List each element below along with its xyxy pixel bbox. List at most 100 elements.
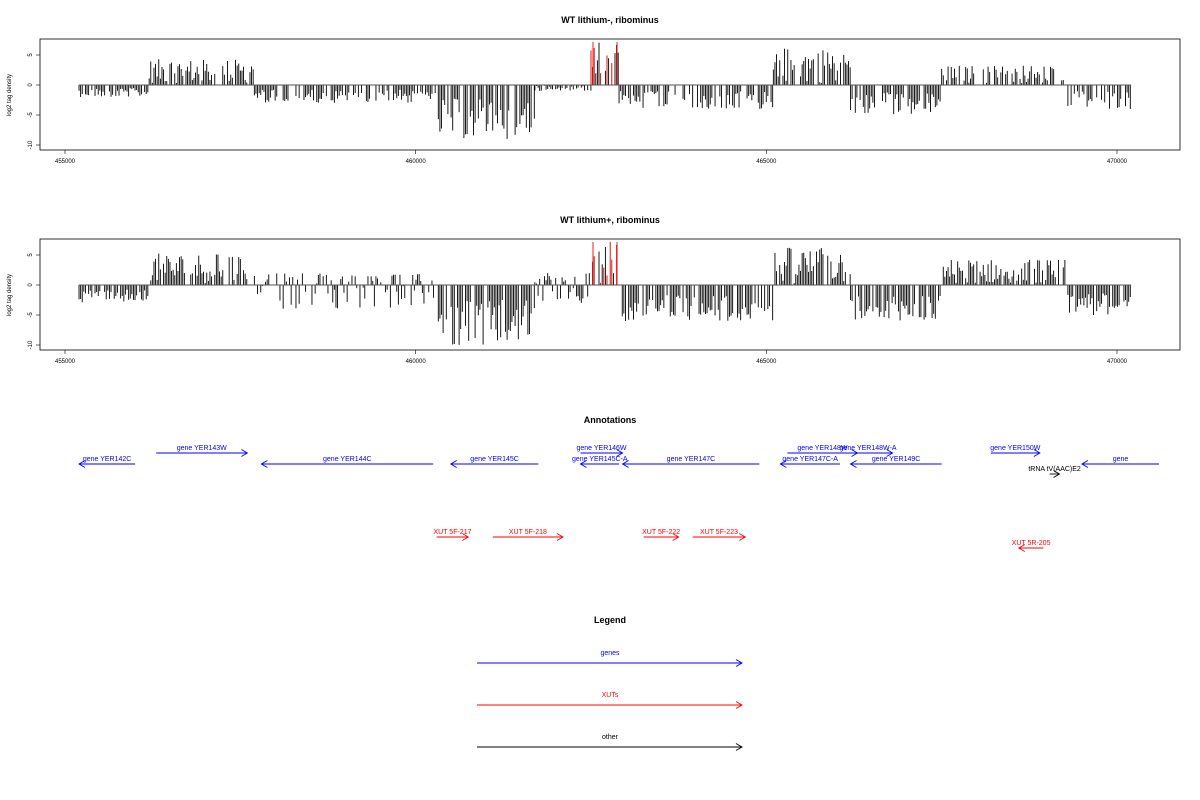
feature-label: gene YER150W <box>990 445 1040 452</box>
gene-feature: gene <box>1081 456 1160 468</box>
y-axis-label: log2 tag density <box>7 274 13 316</box>
legend-item-genes: genes <box>477 650 743 667</box>
feature-label: gene <box>1113 456 1129 463</box>
legend-item-other: other <box>477 734 743 751</box>
plot-frame <box>39 238 1181 351</box>
arrow-head <box>78 460 86 468</box>
legend-item-xuts: XUTs <box>477 692 743 709</box>
legend-label: XUTs <box>602 692 619 699</box>
legend-label: genes <box>600 650 620 657</box>
feature-label: gene YER149C <box>872 456 921 463</box>
feature-label: XUT 5R-205 <box>1012 540 1051 547</box>
panel-lithium-plus: WT lithium+, ribominus log2 tag density … <box>7 215 1181 365</box>
feature-label: gene YER147C <box>667 456 716 463</box>
panel-title: WT lithium+, ribominus <box>560 215 660 225</box>
arrow-head <box>241 449 249 457</box>
gene-feature: gene YER150W <box>990 445 1041 457</box>
legend-title: Legend <box>594 615 626 625</box>
xut-feature: XUT 5F-217 <box>433 529 472 541</box>
arrow-head <box>739 533 747 541</box>
x-tick-label: 455000 <box>55 159 76 165</box>
feature-label: XUT 5F-222 <box>642 529 680 536</box>
x-tick-label: 465000 <box>756 359 777 365</box>
gene-feature: gene YER144C <box>260 456 434 468</box>
x-tick-label: 470000 <box>1107 359 1128 365</box>
x-tick-label: 460000 <box>406 159 427 165</box>
x-tick-label: 470000 <box>1107 159 1128 165</box>
gene-feature: gene YER147C <box>621 456 760 468</box>
arrow-head <box>735 743 743 751</box>
legend-items: genes XUTs other <box>477 650 743 751</box>
y-tick-label: 0 <box>28 283 34 287</box>
arrow-head <box>849 460 857 468</box>
arrow-head <box>886 449 894 457</box>
feature-label: XUT 5F-223 <box>700 529 738 536</box>
feature-label: gene YER148W-A <box>840 445 897 452</box>
feature-label: gene YER142C <box>83 456 132 463</box>
feature-label: gene YER146W <box>576 445 626 452</box>
y-tick-label: 5 <box>28 253 34 257</box>
gene-feature: gene YER149C <box>849 456 942 468</box>
bars-group <box>78 42 1131 139</box>
gene-feature: gene YER143W <box>156 445 249 457</box>
arrow-head <box>579 460 587 468</box>
y-tick-label: -5 <box>28 312 34 318</box>
y-axis-label: log2 tag density <box>7 74 13 116</box>
gene-feature: gene YER142C <box>78 456 136 468</box>
y-tick-label: -10 <box>28 340 34 349</box>
x-tick-label: 460000 <box>406 359 427 365</box>
arrow-head <box>616 449 624 457</box>
arrow-head <box>621 460 629 468</box>
arrow-head <box>1053 470 1061 478</box>
gene-feature: gene YER145C <box>449 456 539 468</box>
annotations-title: Annotations <box>584 415 637 425</box>
legend-label: other <box>602 734 619 741</box>
arrow-head <box>735 659 743 667</box>
gene-feature: gene YER147C-A <box>779 456 840 468</box>
arrow-head <box>556 533 564 541</box>
x-axis: 455000 460000 465000 470000 <box>55 159 1128 165</box>
arrow-head <box>735 701 743 709</box>
feature-label: gene YER147C-A <box>782 456 838 463</box>
gene-feature: gene YER145C-A <box>572 456 628 468</box>
annotation-features: gene YER142C gene YER143W gene YER144C gene… <box>78 445 1160 552</box>
xut-feature: XUT 5F-223 <box>692 529 747 541</box>
plot-frame <box>39 38 1181 151</box>
bars-group <box>78 241 1131 345</box>
other-feature: tRNA tV(AAC)E2 <box>1028 466 1081 478</box>
arrow-head <box>779 460 787 468</box>
arrow-head <box>1033 449 1041 457</box>
panel-lithium-minus: WT lithium-, ribominus log2 tag density … <box>7 15 1181 165</box>
y-axis: 5 0 -5 -10 <box>28 53 34 150</box>
feature-label: tRNA tV(AAC)E2 <box>1028 466 1081 473</box>
arrow-head <box>1017 544 1026 552</box>
y-axis: 5 0 -5 -10 <box>28 253 34 350</box>
feature-label: gene YER144C <box>323 456 372 463</box>
arrow-head <box>1081 460 1089 468</box>
x-tick-label: 465000 <box>756 159 777 165</box>
x-tick-label: 455000 <box>55 359 76 365</box>
arrow-head <box>260 460 268 468</box>
panel-title: WT lithium-, ribominus <box>561 15 659 25</box>
gene-feature: gene YER148W-A <box>840 445 897 457</box>
y-tick-label: 5 <box>28 53 34 57</box>
y-tick-label: -5 <box>28 112 34 118</box>
x-axis: 455000 460000 465000 470000 <box>55 359 1128 365</box>
xut-feature: XUT 5R-205 <box>1012 540 1051 552</box>
feature-label: gene YER143W <box>177 445 227 452</box>
feature-label: gene YER145C <box>470 456 519 463</box>
gene-feature: gene YER146W <box>576 445 627 457</box>
xut-feature: XUT 5F-222 <box>642 529 680 541</box>
arrow-head <box>449 460 457 468</box>
arrow-head <box>672 533 680 541</box>
legend: Legend genes XUTs other <box>477 615 743 751</box>
feature-label: XUT 5F-218 <box>509 529 547 536</box>
arrow-head <box>462 533 470 541</box>
feature-label: gene YER145C-A <box>572 456 628 463</box>
y-tick-label: -10 <box>28 140 34 149</box>
xut-feature: XUT 5F-218 <box>492 529 564 541</box>
feature-label: XUT 5F-217 <box>433 529 471 536</box>
y-tick-label: 0 <box>28 83 34 87</box>
